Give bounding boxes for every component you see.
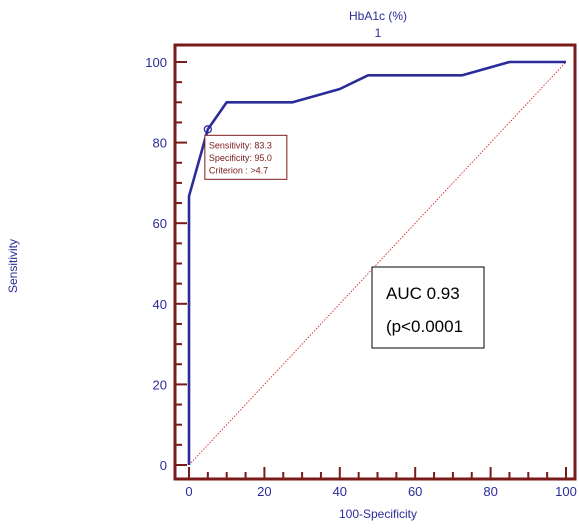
tooltip-criterion: Criterion : >4.7	[209, 165, 268, 175]
auc-pvalue-text: (p<0.0001	[386, 317, 463, 336]
chart-title: HbA1c (%)	[349, 9, 407, 23]
y-axis-label: Sensitivity	[6, 239, 20, 293]
y-tick-label: 60	[153, 216, 167, 231]
x-tick-label: 80	[483, 484, 497, 499]
axis-tick-labels: 0 20 40 60 80 100 0 20 40 60 80 100	[145, 55, 577, 499]
x-tick-label: 60	[408, 484, 422, 499]
x-tick-label: 20	[257, 484, 271, 499]
criterion-tooltip-box	[204, 134, 288, 180]
plot-frame	[173, 43, 577, 481]
y-tick-label: 100	[145, 55, 167, 70]
axis-ticks	[175, 61, 567, 479]
roc-curve-line	[187, 60, 566, 465]
reference-diagonal-line	[188, 61, 567, 466]
criterion-point-marker	[203, 125, 213, 134]
y-tick-label: 0	[160, 458, 167, 473]
auc-annotation-box	[371, 266, 485, 349]
chart-subtitle: 1	[375, 26, 382, 40]
series-layer	[187, 60, 567, 466]
y-tick-label: 20	[153, 377, 167, 392]
y-tick-label: 40	[153, 297, 167, 312]
x-tick-label: 40	[333, 484, 347, 499]
tooltip-specificity: Specificity: 95.0	[209, 153, 272, 163]
x-tick-label: 100	[555, 484, 577, 499]
x-axis-label: 100-Specificity	[339, 507, 417, 521]
auc-value-text: AUC 0.93	[386, 284, 460, 303]
tooltip-sensitivity: Sensitivity: 83.3	[209, 140, 272, 150]
y-tick-label: 80	[153, 136, 167, 151]
x-tick-label: 0	[185, 484, 192, 499]
